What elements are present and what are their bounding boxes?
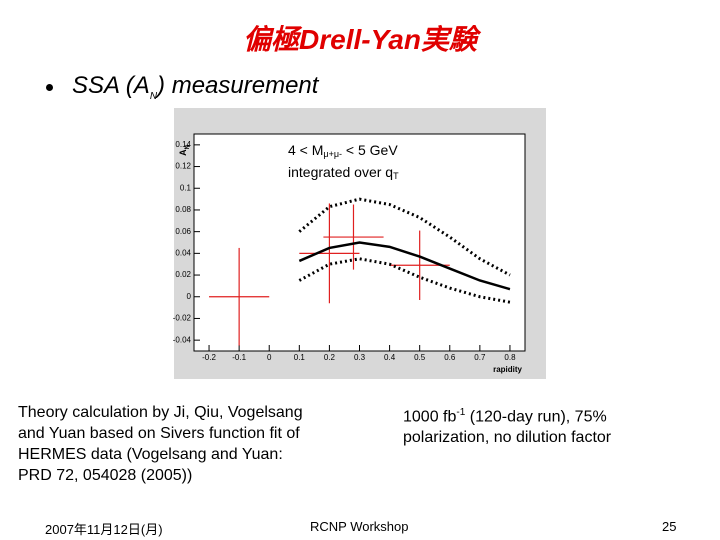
x-tick-label: 0.2 [324, 353, 336, 362]
bullet-text: SSA (AN) measurement [72, 72, 318, 102]
y-axis-label: AN [178, 145, 190, 156]
text: A [178, 149, 188, 156]
x-tick-label: 0 [267, 353, 272, 362]
text: SSA (A [72, 72, 150, 99]
curve [298, 257, 511, 304]
y-tick-label: 0.06 [175, 227, 191, 236]
text: ) measurement [157, 72, 319, 99]
x-tick-label: 0.6 [444, 353, 456, 362]
y-tick-label: 0.02 [175, 270, 191, 279]
left-text: Theory calculation by Ji, Qiu, Vogelsang… [18, 402, 303, 486]
x-axis-label: rapidity [493, 365, 522, 374]
curve [298, 197, 511, 277]
footer-date: 2007年11月12日(月) [45, 522, 163, 537]
y-tick-label: 0.04 [175, 248, 191, 257]
superscript: -1 [456, 407, 466, 418]
x-tick-label: -0.1 [232, 353, 246, 362]
text: 1000 fb [403, 408, 457, 426]
x-tick-label: 0.1 [294, 353, 306, 362]
x-tick-label: 0.8 [504, 353, 516, 362]
text: (120-day run), 75% [465, 408, 607, 426]
y-tick-label: 0.08 [175, 205, 191, 214]
annotation: 4 < Mμ+μ- < 5 GeV [288, 142, 398, 160]
text-line: polarization, no dilution factor [403, 429, 612, 447]
y-tick-label: 0.12 [175, 162, 191, 171]
text-line: PRD 72, 054028 (2005)) [18, 467, 193, 484]
subscript: N [185, 145, 191, 149]
subscript: T [393, 171, 399, 181]
page-number: 25 [662, 519, 677, 534]
curve [298, 241, 511, 291]
x-tick-label: -0.2 [202, 353, 216, 362]
slide-title: 偏極Drell-Yan実験 [243, 24, 477, 55]
y-tick-label: -0.04 [173, 335, 192, 344]
y-tick-label: 0 [187, 292, 192, 301]
x-tick-label: 0.7 [474, 353, 486, 362]
annotation: integrated over qT [288, 164, 399, 182]
x-tick-label: 0.3 [354, 353, 366, 362]
x-tick-label: 0.4 [384, 353, 396, 362]
text-line: and Yuan based on Sivers function fit of [18, 425, 300, 442]
bullet-dot [46, 84, 53, 91]
right-text: 1000 fb-1 (120-day run), 75% polarizatio… [403, 402, 611, 448]
subscript: N [149, 90, 158, 102]
text: 4 < M [288, 142, 323, 158]
y-tick-label: 0.1 [180, 183, 192, 192]
text: < 5 GeV [342, 142, 398, 158]
text-line: HERMES data (Vogelsang and Yuan: [18, 446, 283, 463]
text-line: Theory calculation by Ji, Qiu, Vogelsang [18, 404, 303, 421]
x-tick-label: 0.5 [414, 353, 426, 362]
footer-event: RCNP Workshop [310, 519, 409, 534]
y-tick-label: -0.02 [173, 314, 192, 323]
y-tick-label: 0.14 [175, 140, 191, 149]
subscript: μ+μ- [323, 149, 342, 159]
text-line: 1000 fb-1 (120-day run), 75% [403, 402, 611, 427]
text: integrated over q [288, 164, 393, 180]
